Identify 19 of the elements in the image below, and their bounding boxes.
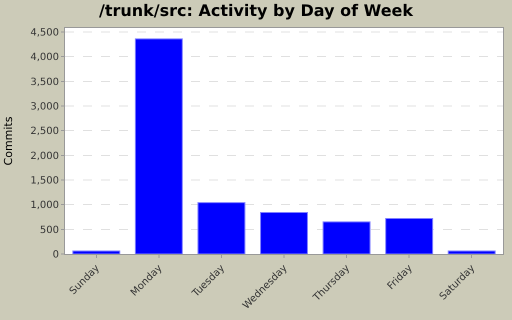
y-tick-label: 1,000 [30, 200, 59, 212]
chart-title: /trunk/src: Activity by Day of Week [98, 1, 414, 20]
bar [385, 218, 434, 254]
y-tick-label: 3,000 [30, 101, 59, 112]
bar [260, 212, 308, 254]
bar [134, 38, 183, 254]
y-tick-label: 1,500 [30, 175, 59, 186]
y-axis-title: Commits [2, 116, 16, 166]
y-tick-label: 4,000 [30, 52, 59, 64]
y-tick-label: 0 [52, 250, 59, 260]
bar [448, 250, 496, 254]
y-tick-label: 500 [40, 224, 59, 236]
y-tick-label: 2,000 [30, 150, 59, 162]
bar [72, 250, 120, 254]
bar [322, 221, 371, 254]
y-tick-label: 2,500 [30, 126, 59, 138]
y-tick-label: 4,500 [30, 27, 59, 38]
bar [197, 202, 246, 254]
y-tick-label: 3,500 [30, 76, 59, 88]
